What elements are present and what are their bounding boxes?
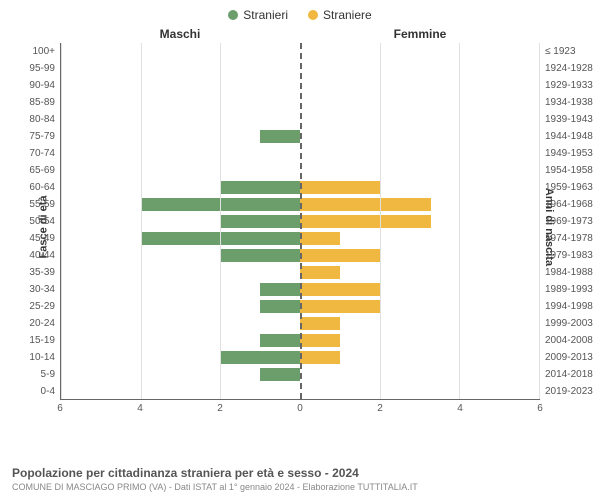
footer-title: Popolazione per cittadinanza straniera p… [12,466,588,480]
age-label: 65-69 [16,165,61,176]
chart-area: Fasce di età Anni di nascita Maschi Femm… [60,27,540,427]
year-label: 2019-2023 [539,386,599,397]
age-label: 95-99 [16,63,61,74]
year-label: 1969-1973 [539,216,599,227]
year-label: 1939-1943 [539,114,599,125]
bar-male [220,215,300,228]
bar-female [300,198,431,211]
legend-label-male: Stranieri [243,8,288,22]
year-label: 2004-2008 [539,335,599,346]
footer-subtitle: COMUNE DI MASCIAGO PRIMO (VA) - Dati IST… [12,482,588,492]
x-tick: 2 [217,403,223,414]
age-label: 85-89 [16,97,61,108]
x-axis: 6 4 2 0 2 4 6 [60,400,540,420]
x-tick: 4 [457,403,463,414]
year-label: 1984-1988 [539,267,599,278]
bar-male [260,130,300,143]
age-label: 35-39 [16,267,61,278]
bar-female [300,266,340,279]
age-label: 20-24 [16,318,61,329]
legend-dot-male [228,10,238,20]
age-label: 10-14 [16,352,61,363]
year-label: 1954-1958 [539,165,599,176]
legend: Stranieri Straniere [0,0,600,22]
grid-line [141,43,142,399]
grid-line [61,43,62,399]
age-label: 5-9 [16,369,61,380]
age-label: 100+ [16,46,61,57]
bar-male [260,368,300,381]
x-tick: 6 [57,403,63,414]
x-tick: 2 [377,403,383,414]
bar-male [260,300,300,313]
bar-female [300,300,380,313]
year-label: 1994-1998 [539,301,599,312]
x-tick: 0 [297,403,303,414]
bar-male [220,181,300,194]
bar-female [300,215,431,228]
age-label: 60-64 [16,182,61,193]
column-header-female: Femmine [300,27,540,41]
x-tick: 4 [137,403,143,414]
age-label: 70-74 [16,148,61,159]
bar-female [300,351,340,364]
bar-female [300,249,380,262]
year-label: 1924-1928 [539,63,599,74]
bar-male [220,351,300,364]
year-label: 1949-1953 [539,148,599,159]
grid-line [459,43,460,399]
legend-label-female: Straniere [323,8,372,22]
age-label: 45-49 [16,233,61,244]
year-label: 1934-1938 [539,97,599,108]
age-label: 0-4 [16,386,61,397]
age-label: 40-44 [16,250,61,261]
year-label: 1979-1983 [539,250,599,261]
grid-line [220,43,221,399]
year-label: 1929-1933 [539,80,599,91]
year-label: 2014-2018 [539,369,599,380]
bar-female [300,283,380,296]
bar-female [300,232,340,245]
column-headers: Maschi Femmine [60,27,540,41]
year-label: 1999-2003 [539,318,599,329]
year-label: 1959-1963 [539,182,599,193]
plot: 100+≤ 192395-991924-192890-941929-193385… [60,43,540,400]
footer: Popolazione per cittadinanza straniera p… [12,466,588,492]
column-header-male: Maschi [60,27,300,41]
year-label: 2009-2013 [539,352,599,363]
age-label: 75-79 [16,131,61,142]
age-label: 50-54 [16,216,61,227]
year-label: ≤ 1923 [539,46,599,57]
x-tick: 6 [537,403,543,414]
age-label: 90-94 [16,80,61,91]
bar-male [220,249,300,262]
bar-male [260,283,300,296]
age-label: 55-59 [16,199,61,210]
bar-female [300,334,340,347]
year-label: 1989-1993 [539,284,599,295]
grid-line [380,43,381,399]
age-label: 80-84 [16,114,61,125]
bar-male [260,334,300,347]
legend-item-male: Stranieri [228,8,288,22]
legend-item-female: Straniere [308,8,372,22]
year-label: 1974-1978 [539,233,599,244]
grid-line [539,43,540,399]
center-line [300,43,302,399]
year-label: 1964-1968 [539,199,599,210]
bar-female [300,181,380,194]
age-label: 30-34 [16,284,61,295]
bar-female [300,317,340,330]
year-label: 1944-1948 [539,131,599,142]
age-label: 15-19 [16,335,61,346]
age-label: 25-29 [16,301,61,312]
legend-dot-female [308,10,318,20]
